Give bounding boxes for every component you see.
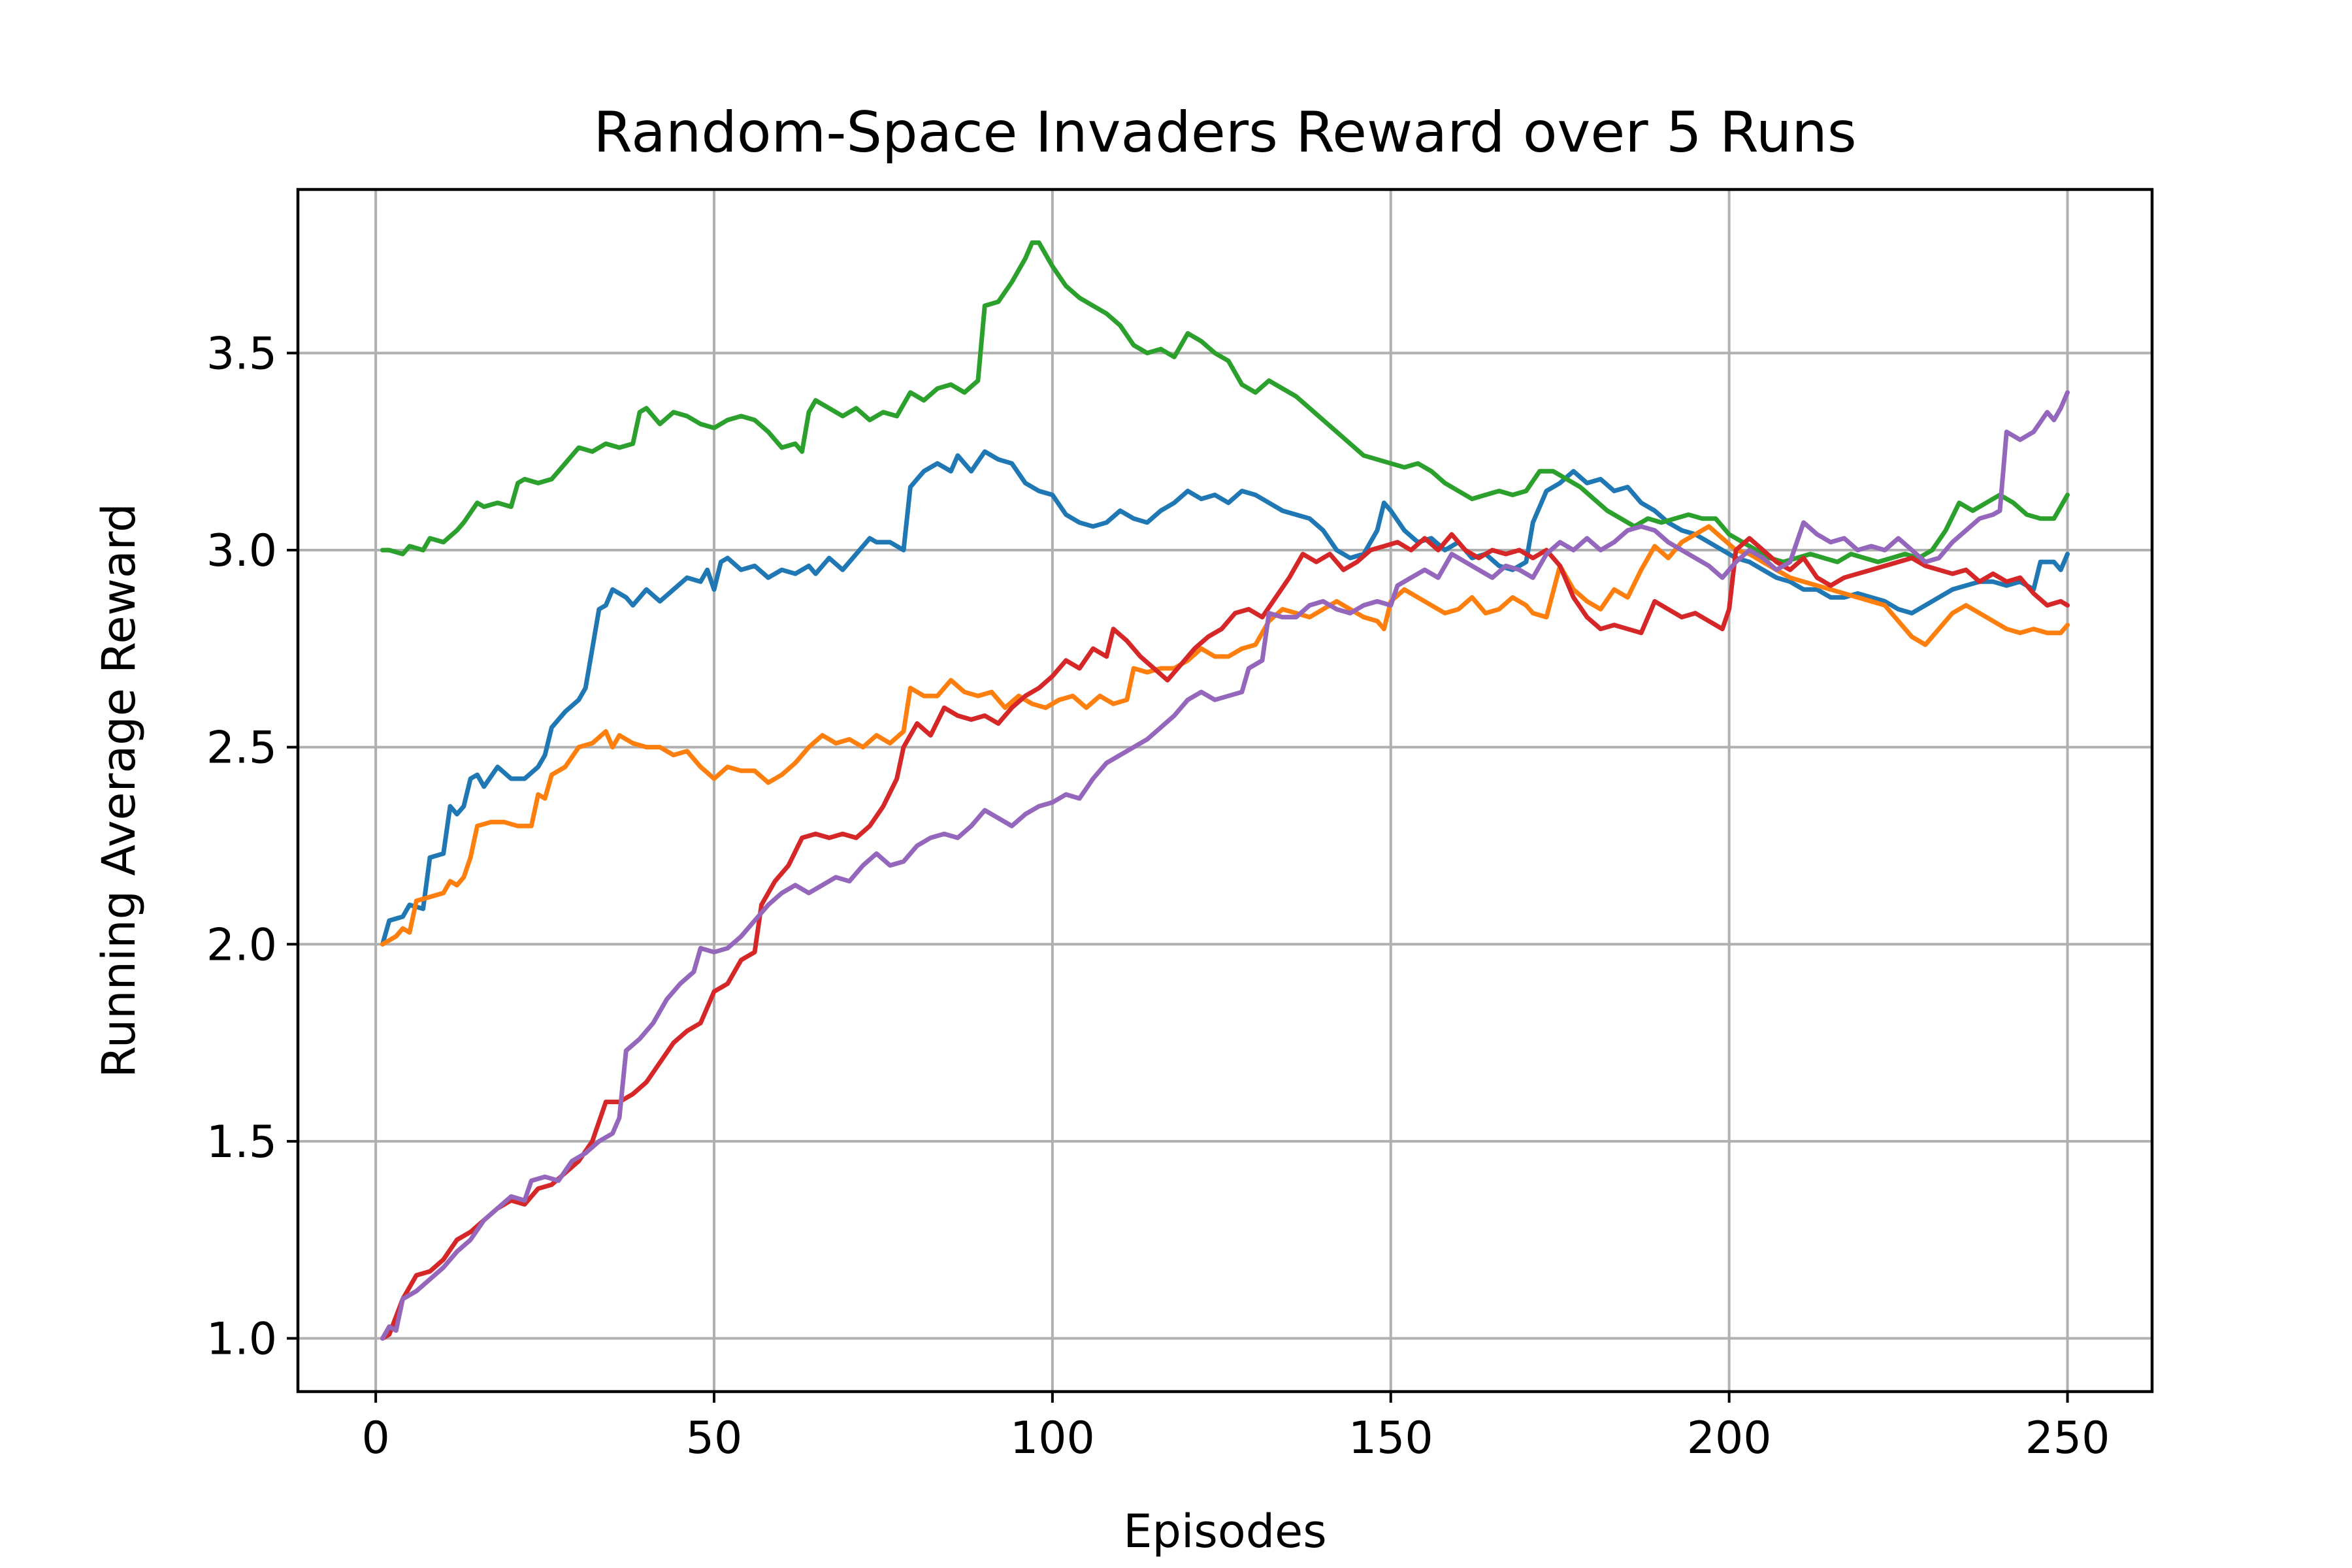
x-tick-label: 50 [686,1413,743,1464]
y-axis-label: Running Average Reward [92,503,146,1077]
y-ticks: 1.0 1.5 2.0 2.5 3.0 3.5 [206,328,298,1365]
y-tick-label: 3.5 [206,328,277,380]
y-tick-label: 1.0 [206,1314,277,1365]
series-line-1 [380,449,2070,947]
y-tick-label: 1.5 [206,1117,277,1168]
x-tick-label: 250 [2025,1413,2110,1464]
series-lines [380,240,2070,1341]
series-line-5 [380,390,2070,1341]
grid-lines [298,189,2152,1392]
x-tick-label: 150 [1348,1413,1433,1464]
y-tick-label: 2.5 [206,723,277,774]
y-tick-label: 2.0 [206,919,277,971]
y-tick-label: 3.0 [206,525,277,577]
x-axis-label: Episodes [1123,1505,1326,1558]
x-ticks: 0 50 100 150 200 250 [361,1392,2110,1464]
plot-frame [296,188,2154,1394]
x-tick-label: 0 [361,1413,389,1464]
chart-title: Random-Space Invaders Reward over 5 Runs [593,100,1856,165]
x-tick-label: 100 [1010,1413,1095,1464]
x-tick-label: 200 [1687,1413,1772,1464]
